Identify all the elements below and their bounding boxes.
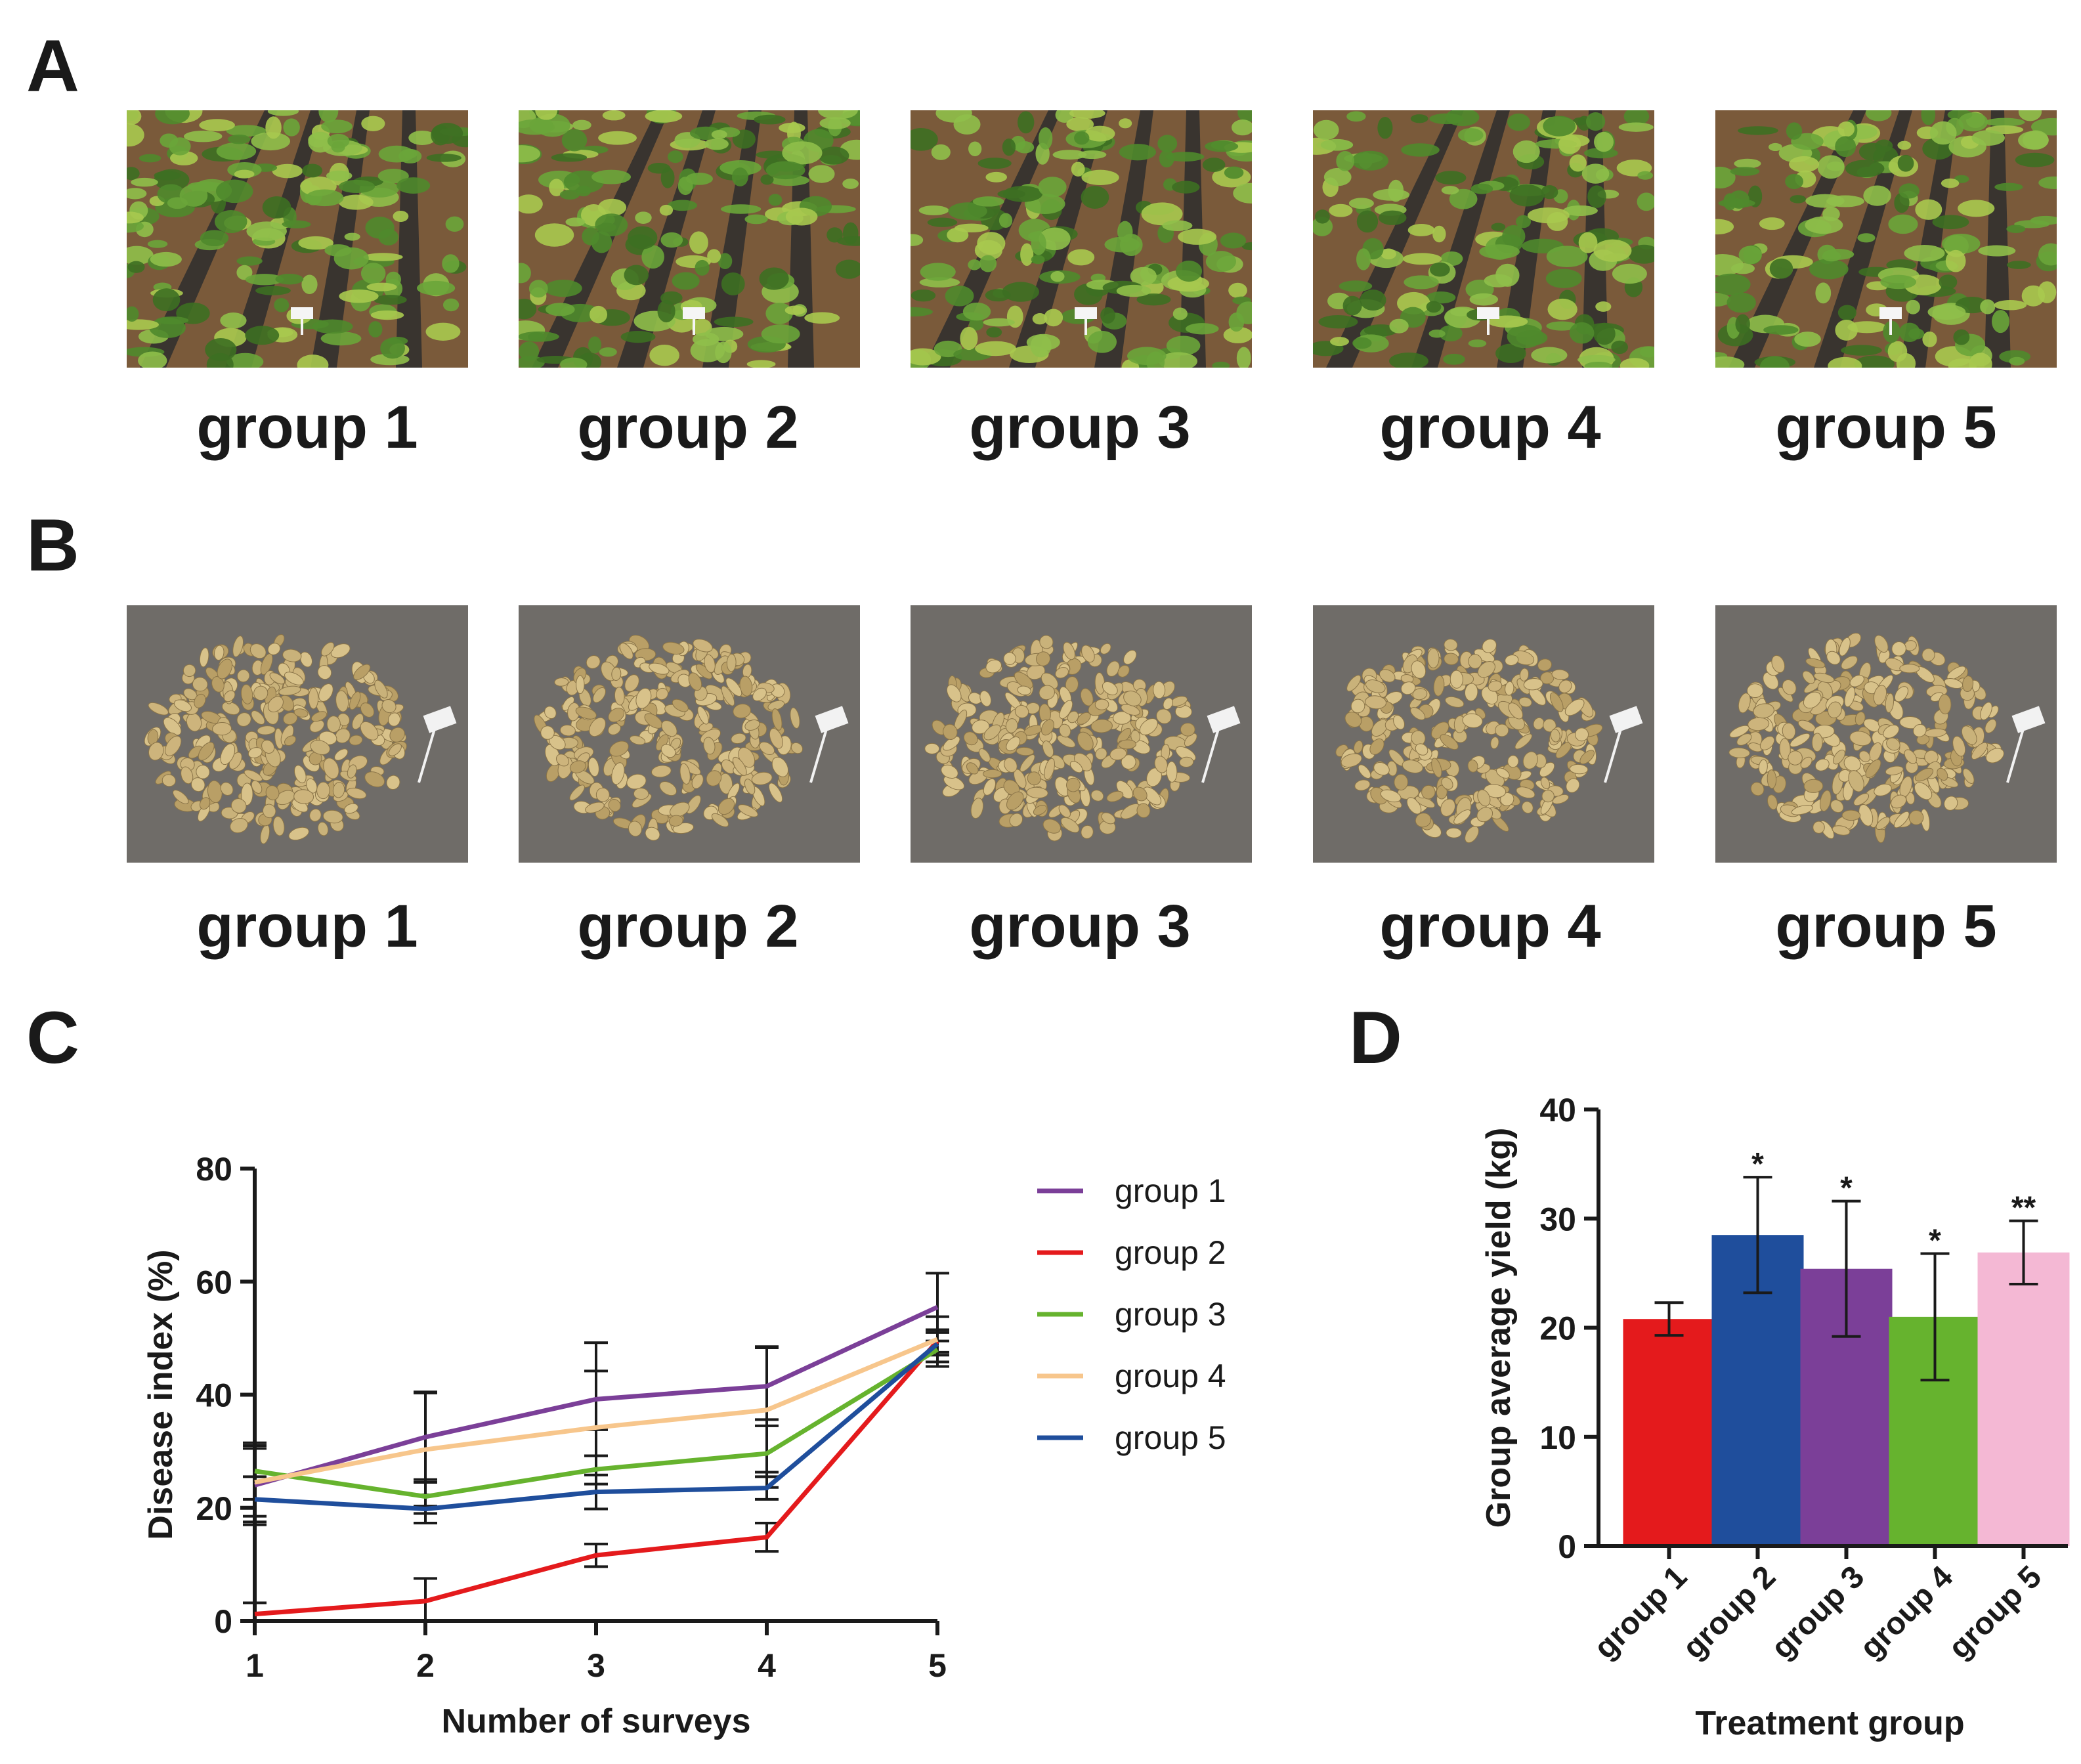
- significance-marker: *: [1929, 1223, 1941, 1258]
- field-label-1: group 1: [196, 394, 418, 461]
- field-label-3: group 3: [969, 394, 1191, 461]
- bar-group-1: [1623, 1319, 1715, 1546]
- y-tick-label: 60: [196, 1264, 232, 1301]
- x-tick-label: 2: [416, 1647, 435, 1684]
- series-line-group-2: [254, 1339, 939, 1617]
- error-bar: [1832, 1199, 1861, 1338]
- panel-b-letter: B: [26, 504, 79, 586]
- harvest-label-5: group 5: [1775, 893, 1997, 960]
- harvest-label-2: group 2: [577, 893, 799, 960]
- series-line-group-4: [254, 1337, 939, 1485]
- error-bar: [1654, 1301, 1684, 1337]
- y-tick-label: 20: [196, 1490, 232, 1527]
- y-tick-label: 80: [196, 1151, 232, 1188]
- x-axis-title: Number of surveys: [441, 1702, 750, 1740]
- field-label-2: group 2: [577, 394, 799, 461]
- x-tick-label: group 4: [1853, 1559, 1960, 1666]
- y-tick-label: 0: [214, 1603, 232, 1640]
- harvest-photo-4: [1313, 605, 1654, 863]
- series-line-group-1: [254, 1304, 939, 1488]
- x-tick-label: 5: [928, 1647, 947, 1684]
- harvest-label-3: group 3: [969, 893, 1191, 960]
- panel-c-letter: C: [26, 997, 79, 1079]
- harvest-photo-5: [1715, 605, 2057, 863]
- bar-group-5: [1977, 1252, 2070, 1546]
- error-bar: [1920, 1252, 1950, 1382]
- y-tick-label: 30: [1539, 1201, 1576, 1237]
- panel-d-letter: D: [1349, 997, 1402, 1079]
- x-tick-label: 3: [587, 1647, 605, 1684]
- series-line-group-5: [254, 1342, 939, 1511]
- harvest-photo-3: [911, 605, 1252, 863]
- legend-label-group-1: group 1: [1115, 1172, 1226, 1209]
- legend-label-group-2: group 2: [1115, 1234, 1226, 1271]
- panel-a-letter: A: [26, 25, 79, 107]
- harvest-photo-1: [127, 605, 468, 863]
- x-tick-label: 1: [246, 1647, 264, 1684]
- harvest-label-4: group 4: [1379, 893, 1601, 960]
- y-tick-label: 40: [1539, 1092, 1576, 1129]
- series-line-group-3: [254, 1347, 939, 1499]
- field-photo-3: [911, 110, 1252, 368]
- field-label-4: group 4: [1379, 394, 1601, 461]
- y-axis-title: Group average yield (kg): [1480, 1128, 1518, 1528]
- x-tick-label: group 1: [1587, 1559, 1694, 1666]
- harvest-label-1: group 1: [196, 893, 418, 960]
- significance-marker: *: [1840, 1171, 1853, 1206]
- y-tick-label: 0: [1558, 1528, 1576, 1565]
- error-bar: [2009, 1219, 2038, 1285]
- x-tick-label: group 5: [1942, 1559, 2048, 1666]
- significance-marker: *: [1751, 1147, 1764, 1182]
- harvest-photo-2: [519, 605, 860, 863]
- y-tick-label: 10: [1539, 1419, 1576, 1456]
- field-photo-5: [1715, 110, 2057, 368]
- error-bar: [1743, 1176, 1772, 1295]
- legend-label-group-3: group 3: [1115, 1296, 1226, 1333]
- field-photo-4: [1313, 110, 1654, 368]
- legend-label-group-4: group 4: [1115, 1358, 1226, 1394]
- x-tick-label: group 2: [1676, 1559, 1782, 1666]
- field-photo-1: [127, 110, 468, 368]
- legend-label-group-5: group 5: [1115, 1419, 1226, 1456]
- y-axis-title: Disease index (%): [142, 1249, 180, 1539]
- y-tick-label: 40: [196, 1377, 232, 1414]
- x-tick-label: 4: [758, 1647, 776, 1684]
- disease-index-line-chart: 0 20 40 60 80 1 2 3 4 5 Number of surveys Disease i…: [142, 1151, 1226, 1740]
- y-tick-label: 20: [1539, 1310, 1576, 1347]
- field-label-5: group 5: [1775, 394, 1997, 461]
- x-tick-label: group 3: [1765, 1559, 1871, 1666]
- field-photo-2: [519, 110, 860, 368]
- x-axis-title: Treatment group: [1695, 1704, 1964, 1742]
- significance-marker: **: [2011, 1191, 2036, 1226]
